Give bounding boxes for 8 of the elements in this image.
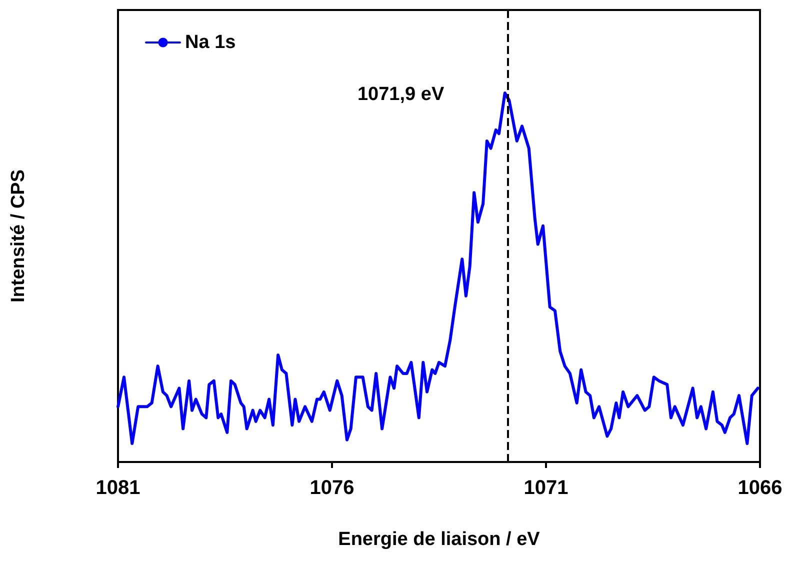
x-tick-label: 1066 [738,477,782,499]
y-axis-title: Intensité / CPS [8,169,29,303]
legend-label: Na 1s [185,32,236,53]
ref-line-label: 1071,9 eV [357,84,444,105]
x-tick-label: 1081 [96,477,140,499]
x-axis-title: Energie de liaison / eV [338,529,540,550]
x-tick-label: 1076 [310,477,354,499]
x-tick-label: 1071 [524,477,568,499]
